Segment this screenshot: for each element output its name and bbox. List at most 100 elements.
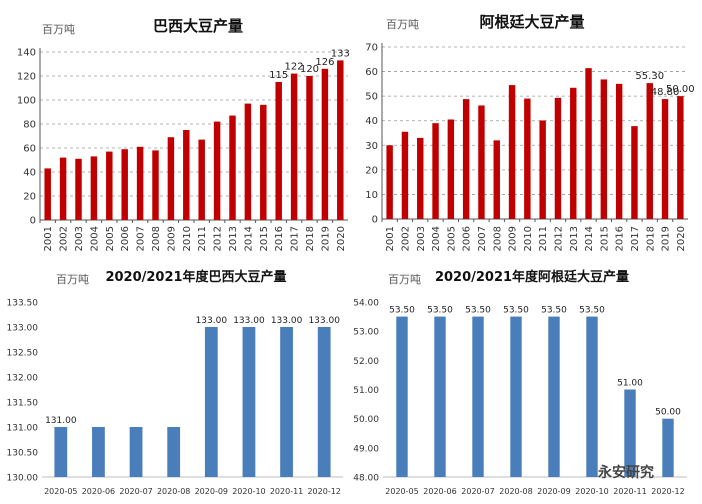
- data-label: 50.00: [655, 408, 681, 418]
- y-tick-label: 30: [365, 141, 378, 152]
- chart-3: 2020/2021年度巴西大豆产量 百万吨 130.00 130.50 131.00 13…: [7, 269, 343, 496]
- x-tick-label: 2002: [400, 226, 411, 251]
- bar: [396, 316, 408, 477]
- watermark-label: 永安研究: [598, 465, 654, 481]
- y-tick-label: 130.50: [7, 449, 39, 459]
- bar: [92, 427, 105, 477]
- y-tick-label: 133.00: [7, 324, 39, 334]
- x-tick-label: 2017: [290, 226, 301, 251]
- bar: [229, 115, 236, 220]
- x-tick-label: 2012: [213, 226, 224, 251]
- bar: [59, 157, 67, 220]
- bar: [54, 427, 68, 477]
- data-label: 53.50: [503, 306, 529, 316]
- x-tick-label: 2010: [523, 226, 534, 251]
- bar: [321, 68, 329, 220]
- x-tick-label: 2020-11: [270, 487, 303, 496]
- y-tick-label: 0: [372, 215, 378, 226]
- data-label: 48.80: [651, 87, 680, 98]
- bar: [570, 87, 577, 219]
- x-tick-label: 2004: [431, 226, 442, 251]
- bar: [662, 418, 674, 477]
- x-tick-label: 2003: [416, 226, 427, 251]
- y-tick-label: 80: [23, 120, 36, 131]
- y-tick-label: 20: [23, 192, 36, 203]
- data-label: 53.50: [541, 306, 567, 316]
- y-tick-label: 20: [365, 165, 378, 176]
- y-tick-label: 100: [17, 96, 36, 107]
- x-tick-label: 2007: [477, 226, 488, 251]
- data-label: 53.50: [427, 306, 453, 316]
- x-tick-label: 2005: [446, 226, 457, 251]
- bar: [510, 316, 522, 477]
- bar: [129, 427, 143, 477]
- chart-title: 2020/2021年度阿根廷大豆产量: [435, 269, 629, 285]
- y-tick-label: 70: [365, 43, 378, 54]
- bar: [106, 151, 113, 220]
- bar: [75, 158, 82, 220]
- x-tick-label: 2010: [182, 226, 193, 251]
- y-tick-label: 40: [365, 116, 378, 127]
- x-tick-label: 2018: [645, 226, 656, 251]
- data-label: 51.00: [617, 379, 643, 389]
- y-tick-label: 51.00: [353, 386, 379, 396]
- data-label: 55.30: [635, 71, 664, 82]
- bar: [242, 327, 256, 477]
- x-tick-label: 2012: [553, 226, 564, 251]
- x-tick-label: 2020-12: [307, 487, 340, 496]
- y-tick-label: 132.00: [7, 374, 39, 384]
- x-tick-label: 2020-10: [232, 487, 265, 496]
- y-tick-label: 0: [30, 216, 36, 227]
- bar: [539, 120, 546, 219]
- bar: [260, 104, 267, 220]
- chart-4: 2020/2021年度阿根廷大豆产量 百万吨 48.00 49.00 50.00 51.0…: [353, 269, 687, 496]
- y-tick-label: 60: [365, 67, 378, 78]
- x-tick-label: 2019: [320, 226, 331, 251]
- x-tick-label: 2020-11: [613, 487, 646, 496]
- x-tick-label: 2006: [120, 226, 131, 251]
- x-tick-label: 2015: [259, 226, 270, 251]
- x-tick-label: 2020-06: [423, 487, 456, 496]
- y-tick-label: 132.50: [7, 349, 39, 359]
- data-label: 126: [315, 57, 334, 68]
- x-tick-label: 2018: [305, 226, 316, 251]
- bar: [183, 130, 190, 220]
- unit-label: 百万吨: [386, 18, 419, 31]
- data-label: 133.00: [308, 316, 340, 326]
- bar: [280, 327, 293, 477]
- x-tick-label: 2020: [676, 226, 687, 251]
- data-label: 131.00: [45, 416, 77, 426]
- y-tick-label: 40: [23, 168, 36, 179]
- data-label: 53.50: [465, 306, 491, 316]
- x-tick-label: 2014: [584, 226, 595, 251]
- y-tick-label: 49.00: [353, 444, 379, 454]
- bar: [462, 99, 470, 219]
- x-tick-label: 2020-12: [651, 487, 684, 496]
- x-tick-label: 2020-09: [195, 487, 228, 496]
- x-tick-label: 2013: [569, 226, 580, 251]
- bar: [472, 316, 484, 477]
- y-tick-label: 54.00: [353, 299, 379, 309]
- x-tick-label: 2015: [599, 226, 610, 251]
- chart-title: 阿根廷大豆产量: [479, 13, 584, 31]
- x-tick-label: 2020-06: [82, 487, 115, 496]
- x-tick-label: 2011: [538, 226, 549, 251]
- bar: [90, 156, 98, 220]
- x-tick-label: 2013: [228, 226, 239, 251]
- bar: [434, 316, 446, 477]
- x-tick-label: 2020-07: [461, 487, 494, 496]
- data-label: 50.00: [666, 84, 695, 95]
- chart-2: 阿根廷大豆产量 百万吨 0 10 20 30 40 50 60 70 2001 2002 2003 200…: [365, 13, 694, 251]
- data-label: 53.50: [389, 306, 415, 316]
- y-tick-label: 131.50: [7, 399, 39, 409]
- x-tick-label: 2008: [492, 226, 503, 251]
- bar: [244, 103, 252, 220]
- bar: [317, 327, 331, 477]
- x-tick-label: 2002: [59, 226, 70, 251]
- unit-label: 百万吨: [388, 273, 421, 286]
- bar: [198, 139, 205, 220]
- chart-1: 巴西大豆产量 百万吨 0 20 40 60 80 100 120 140 2001 2002 2003 2…: [17, 17, 350, 251]
- bar: [524, 98, 531, 219]
- data-label: 53.50: [579, 306, 605, 316]
